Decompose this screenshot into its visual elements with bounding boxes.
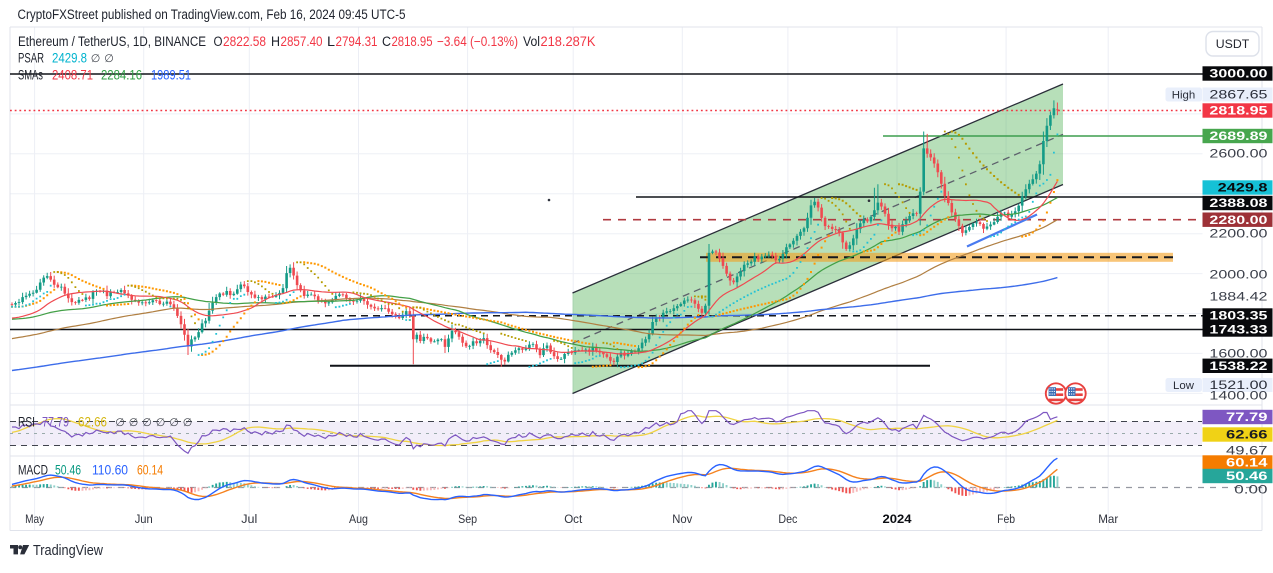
svg-text:Mar: Mar: [1098, 512, 1118, 526]
svg-text:77.79: 77.79: [42, 415, 69, 430]
svg-text:Ethereum / TetherUS, 1D, BINAN: Ethereum / TetherUS, 1D, BINANCE: [18, 34, 206, 49]
svg-text:1400.00: 1400.00: [1209, 390, 1267, 403]
svg-text:49.67: 49.67: [1226, 445, 1268, 458]
svg-text:2794.31: 2794.31: [336, 34, 378, 49]
svg-text:∅: ∅: [169, 417, 179, 429]
svg-text:1743.33: 1743.33: [1209, 324, 1268, 337]
svg-text:Nov: Nov: [672, 512, 693, 526]
svg-text:May: May: [25, 512, 45, 526]
svg-text:Jul: Jul: [241, 512, 257, 526]
svg-text:2024: 2024: [883, 512, 912, 526]
svg-text:PSAR: PSAR: [18, 51, 44, 66]
svg-text:Aug: Aug: [349, 512, 368, 526]
svg-text:−3.64 (−0.13%): −3.64 (−0.13%): [437, 34, 518, 49]
svg-text:1989.51: 1989.51: [151, 68, 191, 83]
svg-text:H: H: [271, 34, 280, 49]
svg-text:110.60: 110.60: [92, 463, 128, 478]
svg-text:RSI: RSI: [18, 415, 35, 430]
svg-text:∅: ∅: [156, 417, 166, 429]
svg-text:3000.00: 3000.00: [1209, 68, 1267, 81]
svg-text:Jun: Jun: [135, 512, 153, 526]
svg-text:Sep: Sep: [458, 512, 477, 526]
svg-text:2280.00: 2280.00: [1209, 214, 1267, 227]
svg-text:O: O: [214, 34, 223, 49]
svg-text:62.66: 62.66: [78, 415, 107, 430]
svg-text:C: C: [382, 34, 391, 49]
svg-text:2200.00: 2200.00: [1209, 228, 1267, 241]
svg-text:Dec: Dec: [778, 512, 797, 526]
svg-text:Low: Low: [1173, 380, 1195, 392]
svg-text:60.14: 60.14: [1226, 457, 1268, 470]
svg-text:2857.40: 2857.40: [281, 34, 323, 49]
svg-text:TradingView: TradingView: [33, 543, 104, 559]
svg-text:218.287K: 218.287K: [541, 34, 596, 49]
svg-text:∅: ∅: [142, 417, 152, 429]
svg-text:2000.00: 2000.00: [1209, 269, 1267, 282]
svg-text:Vol: Vol: [523, 34, 540, 49]
svg-text:60.14: 60.14: [137, 463, 163, 478]
svg-text:2867.65: 2867.65: [1209, 89, 1267, 102]
svg-text:Feb: Feb: [997, 512, 1015, 526]
svg-text:∅: ∅: [115, 417, 125, 429]
svg-text:2818.95: 2818.95: [392, 34, 433, 49]
svg-text:MACD: MACD: [18, 463, 48, 478]
svg-text:2429.8: 2429.8: [1218, 182, 1269, 195]
svg-text:1884.42: 1884.42: [1209, 291, 1267, 304]
svg-text:2408.71: 2408.71: [52, 68, 93, 83]
svg-text:62.66: 62.66: [1226, 429, 1268, 442]
svg-text:50.46: 50.46: [1226, 470, 1268, 483]
svg-text:2818.95: 2818.95: [1209, 105, 1268, 118]
svg-text:2284.16: 2284.16: [101, 68, 142, 83]
svg-text:∅: ∅: [183, 417, 193, 429]
svg-text:SMAs: SMAs: [18, 68, 43, 83]
svg-text:CryptoFXStreet published on Tr: CryptoFXStreet published on TradingView.…: [18, 7, 406, 23]
svg-text:1803.35: 1803.35: [1209, 310, 1268, 323]
svg-text:2429.8: 2429.8: [52, 51, 87, 66]
svg-text:77.79: 77.79: [1226, 411, 1268, 424]
svg-text:L: L: [327, 34, 335, 49]
svg-text:1600.00: 1600.00: [1209, 348, 1267, 361]
svg-text:2689.89: 2689.89: [1209, 130, 1268, 143]
svg-text:∅: ∅: [104, 53, 114, 65]
svg-text:USDT: USDT: [1216, 37, 1250, 51]
svg-text:Oct: Oct: [564, 512, 583, 526]
svg-text:1538.22: 1538.22: [1209, 360, 1267, 373]
svg-text:∅: ∅: [91, 53, 101, 65]
svg-text:2822.58: 2822.58: [223, 34, 266, 49]
svg-text:2388.08: 2388.08: [1209, 197, 1268, 210]
svg-text:50.46: 50.46: [55, 463, 81, 478]
svg-text:0.00: 0.00: [1234, 484, 1267, 497]
svg-text:∅: ∅: [129, 417, 139, 429]
svg-text:1521.00: 1521.00: [1209, 379, 1267, 392]
svg-text:2600.00: 2600.00: [1209, 148, 1267, 161]
svg-text:High: High: [1172, 90, 1195, 102]
